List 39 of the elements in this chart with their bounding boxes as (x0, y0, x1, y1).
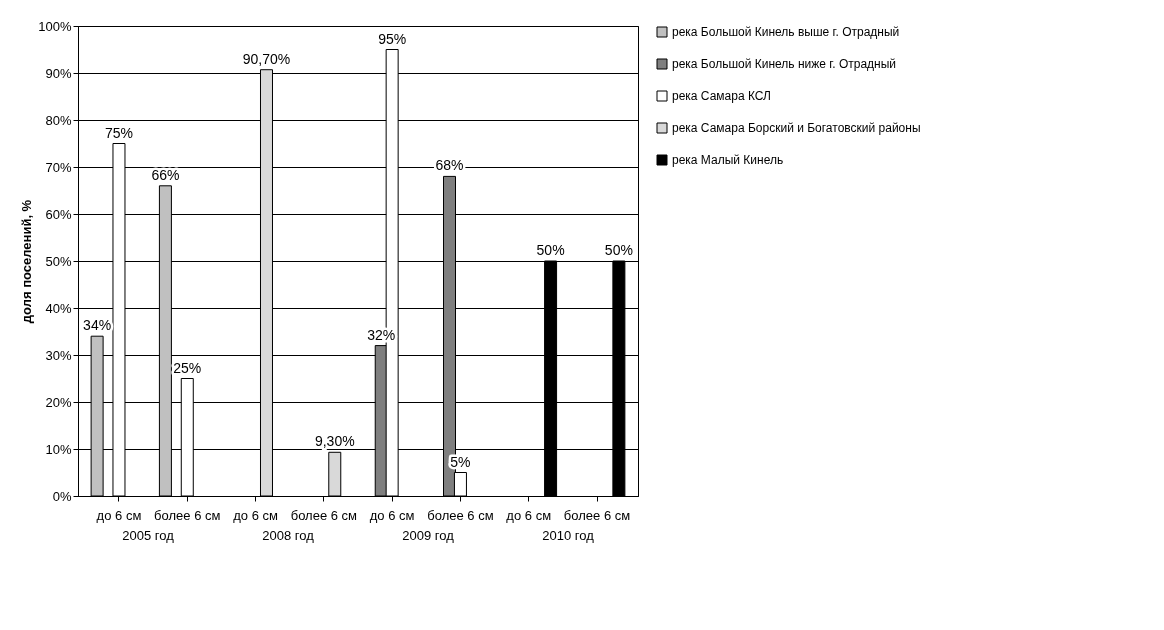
data-label: 75% (104, 124, 133, 141)
data-label: 34% (83, 317, 112, 334)
y-tick-label: 80% (45, 112, 72, 128)
x-tick-label: более 6 см (427, 507, 494, 523)
x-tick-label: до 6 см (233, 507, 278, 523)
data-label: 50% (604, 242, 633, 258)
x-tick-label: до 6 см (369, 507, 415, 523)
y-tick-label: 40% (45, 300, 72, 316)
y-tick-label: 60% (45, 206, 72, 222)
y-axis-title: доля поселений, % (19, 199, 35, 324)
data-label: 66% (151, 166, 180, 183)
data-label: 9,30% (314, 433, 355, 450)
x-tick-label: более 6 см (154, 507, 221, 523)
data-label: 25% (173, 359, 202, 376)
legend-label: река Большой Кинель ниже г. Отрадный (672, 57, 897, 71)
legend-label: река Самара КСЛ (672, 89, 771, 103)
y-tick-label: 10% (45, 441, 72, 457)
data-label: 50% (536, 242, 565, 258)
y-tick-label: 30% (45, 347, 72, 363)
text: 2005 год (122, 528, 175, 543)
y-tick-label: 90% (45, 65, 72, 81)
text: 2008 год (262, 528, 315, 543)
y-tick-label: 50% (45, 253, 72, 269)
y-tick-label: 0% (52, 488, 72, 504)
bar (328, 451, 342, 497)
y-tick-label: 70% (45, 159, 72, 175)
legend-label: река Самара Борский и Богатовский районы (672, 121, 921, 135)
x-tick-label: до 6 см (506, 507, 552, 523)
text: 2009 год (402, 528, 455, 543)
x-tick-label: более 6 см (563, 507, 631, 523)
text: 2010 год (542, 528, 595, 543)
x-tick-label: более 6 см (290, 507, 358, 523)
y-tick-label: 100% (38, 18, 72, 34)
data-label: 95% (378, 30, 407, 47)
legend-label: река Малый Кинель (672, 153, 784, 167)
y-tick-label: 20% (45, 394, 72, 410)
data-label: 90,70% (242, 50, 291, 67)
x-tick-label: до 6 см (96, 507, 142, 523)
legend-label: река Большой Кинель выше г. Отрадный (672, 25, 900, 39)
